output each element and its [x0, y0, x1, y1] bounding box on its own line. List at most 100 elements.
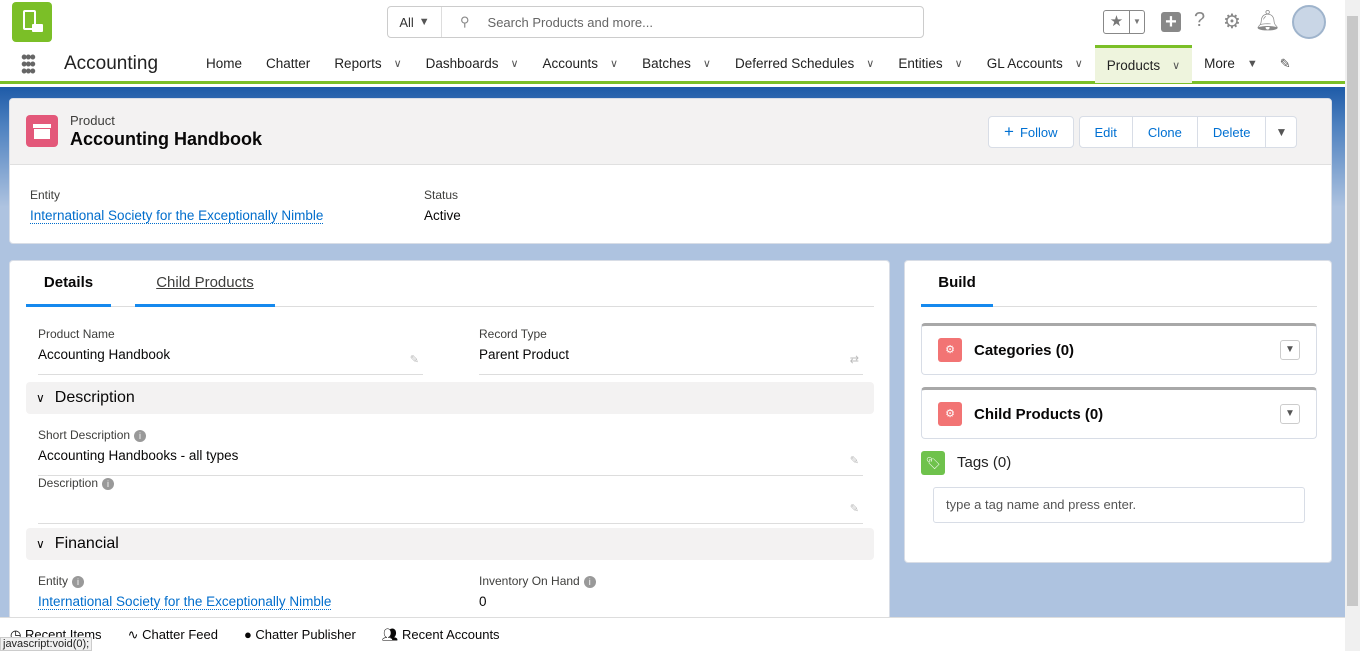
field-label: Record Type — [479, 327, 547, 341]
dropdown-button[interactable]: ▼ — [1280, 340, 1300, 360]
dropdown-button[interactable]: ▼ — [1280, 404, 1300, 424]
entity-link[interactable]: International Society for the Exceptiona… — [38, 594, 332, 610]
chevron-down-icon: ∨ — [36, 391, 45, 405]
utility-recent-accounts[interactable]: 👥︎ Recent Accounts — [382, 627, 500, 643]
tab-build[interactable]: Build — [921, 261, 993, 307]
chevron-down-icon: ∨ — [36, 537, 45, 551]
scrollbar[interactable] — [1345, 0, 1360, 651]
caret-down-icon: ▼ — [418, 16, 430, 28]
nav-item-batches[interactable]: Batches ∨ — [630, 45, 723, 83]
change-record-type-icon[interactable]: ⇄ — [849, 354, 859, 366]
favorites-button[interactable]: ★ ▼ — [1103, 10, 1145, 34]
nav-item-dashboards[interactable]: Dashboards ∨ — [414, 45, 531, 83]
follow-button[interactable]: + Follow — [988, 116, 1074, 148]
nav-label: Reports — [334, 56, 382, 71]
short-description-field: Short Description i Accounting Handbooks … — [38, 428, 863, 476]
app-name: Accounting — [64, 52, 159, 74]
nav-label: Dashboards — [425, 56, 499, 71]
chat-bubble-icon: ● — [243, 627, 256, 642]
tag-input[interactable]: type a tag name and press enter. — [933, 487, 1305, 523]
nav-item-reports[interactable]: Reports ∨ — [322, 45, 413, 83]
record-header: Product Accounting Handbook + Follow Edit… — [9, 98, 1332, 244]
chevron-down-icon[interactable]: ∨ — [393, 58, 402, 70]
tag-icon: 🏷︎ — [921, 451, 945, 475]
pulse-icon: ∿ — [127, 626, 143, 642]
field-label: Entity — [38, 574, 69, 588]
nav-label: Entities — [898, 56, 943, 71]
pencil-icon[interactable]: ✎ — [849, 503, 859, 515]
utility-chatter-publisher[interactable]: ● Chatter Publisher — [244, 627, 356, 642]
more-actions-button[interactable]: ▼ — [1266, 116, 1298, 148]
chevron-down-icon[interactable]: ∨ — [510, 58, 519, 70]
nav-bar: ••• ••• ••• Accounting Home Chatter Report… — [0, 44, 1345, 84]
chevron-down-icon[interactable]: ∨ — [866, 58, 875, 70]
caret-down-icon: ▼ — [1133, 17, 1141, 26]
gears-icon: ⚙ — [938, 338, 962, 362]
nav-label: Batches — [642, 56, 691, 71]
app-launcher-icon[interactable]: ••• ••• ••• — [21, 47, 36, 81]
help-icon[interactable]: ? — [1194, 9, 1206, 31]
related-categories: ⚙ Categories (0) ▼ — [921, 323, 1317, 375]
edit-nav-pencil-icon[interactable]: ✎ — [1279, 55, 1291, 71]
nav-label: More — [1204, 56, 1235, 71]
tab-details[interactable]: Details — [26, 261, 111, 307]
search-icon: ⚲ — [460, 14, 470, 29]
chevron-down-icon[interactable]: ∨ — [954, 58, 963, 70]
edit-button[interactable]: Edit — [1078, 116, 1133, 148]
gear-icon[interactable]: ⚙ — [1223, 11, 1241, 33]
people-icon: 👥︎ — [381, 626, 402, 642]
info-icon[interactable]: i — [583, 576, 596, 588]
chevron-down-icon[interactable]: ∨ — [610, 58, 619, 70]
field-value: Accounting Handbook — [38, 347, 171, 362]
chevron-down-icon[interactable]: ∨ — [702, 58, 711, 70]
plus-icon: + — [1004, 122, 1014, 141]
nav-item-chatter[interactable]: Chatter — [254, 45, 322, 83]
search-scope-label: All — [399, 14, 414, 30]
follow-label: Follow — [1019, 124, 1058, 140]
app-logo[interactable] — [12, 2, 52, 42]
chevron-down-icon[interactable]: ∨ — [1172, 59, 1181, 72]
info-icon[interactable]: i — [72, 576, 85, 588]
search-scope-select[interactable]: All ▼ — [388, 7, 442, 37]
clone-button[interactable]: Clone — [1132, 116, 1198, 148]
utility-chatter-feed[interactable]: ∿ Chatter Feed — [128, 627, 218, 643]
global-search[interactable]: All ▼ ⚲ Search Products and more... — [387, 6, 924, 38]
info-icon[interactable]: i — [134, 430, 147, 442]
related-child-products: ⚙ Child Products (0) ▼ — [921, 387, 1317, 439]
avatar[interactable] — [1292, 5, 1326, 39]
nav-item-gl-accounts[interactable]: GL Accounts ∨ — [975, 45, 1095, 83]
nav-item-home[interactable]: Home — [194, 45, 254, 83]
global-header: All ▼ ⚲ Search Products and more... ★ ▼ + … — [0, 0, 1345, 46]
browser-status-text: javascript:void(0); — [0, 637, 93, 651]
description-field: Description i ✎ — [38, 476, 863, 524]
section-financial[interactable]: ∨ Financial — [26, 528, 874, 560]
nav-item-entities[interactable]: Entities ∨ — [886, 45, 974, 83]
record-type-field: Record Type Parent Product ⇄ — [479, 327, 863, 375]
delete-button[interactable]: Delete — [1197, 116, 1267, 148]
nav-more[interactable]: More ▼ — [1192, 45, 1270, 83]
global-actions-icon[interactable]: + — [1161, 12, 1181, 32]
entity-label: Entity — [30, 188, 61, 202]
section-description[interactable]: ∨ Description — [26, 382, 874, 414]
related-title[interactable]: Categories (0) — [974, 341, 1075, 359]
details-panel: Details Child Products Product Name Acco… — [9, 260, 890, 620]
entity-link[interactable]: International Society for the Exceptiona… — [30, 208, 324, 224]
tab-child-products[interactable]: Child Products — [135, 261, 275, 307]
nav-item-accounts[interactable]: Accounts ∨ — [531, 45, 631, 83]
nav-item-deferred-schedules[interactable]: Deferred Schedules ∨ — [723, 45, 886, 83]
financial-entity-field: Entity i International Society for the Ex… — [38, 574, 332, 610]
nav-label: Deferred Schedules — [734, 56, 855, 71]
utility-label: Chatter Feed — [142, 626, 218, 642]
pencil-icon[interactable]: ✎ — [409, 354, 419, 366]
utility-bar: ◷ Recent Items ∿ Chatter Feed ● Chatter … — [0, 617, 1345, 651]
chevron-down-icon[interactable]: ∨ — [1074, 58, 1083, 70]
bell-icon[interactable]: 🔔︎ — [1255, 10, 1281, 32]
info-icon[interactable]: i — [102, 478, 115, 490]
section-title: Description — [54, 389, 135, 406]
related-title[interactable]: Child Products (0) — [974, 405, 1104, 423]
gears-icon: ⚙ — [938, 402, 962, 426]
search-input[interactable]: Search Products and more... — [487, 14, 654, 30]
nav-item-products[interactable]: Products ∨ — [1094, 44, 1193, 83]
field-value: Accounting Handbooks - all types — [38, 448, 239, 463]
pencil-icon[interactable]: ✎ — [849, 455, 859, 467]
